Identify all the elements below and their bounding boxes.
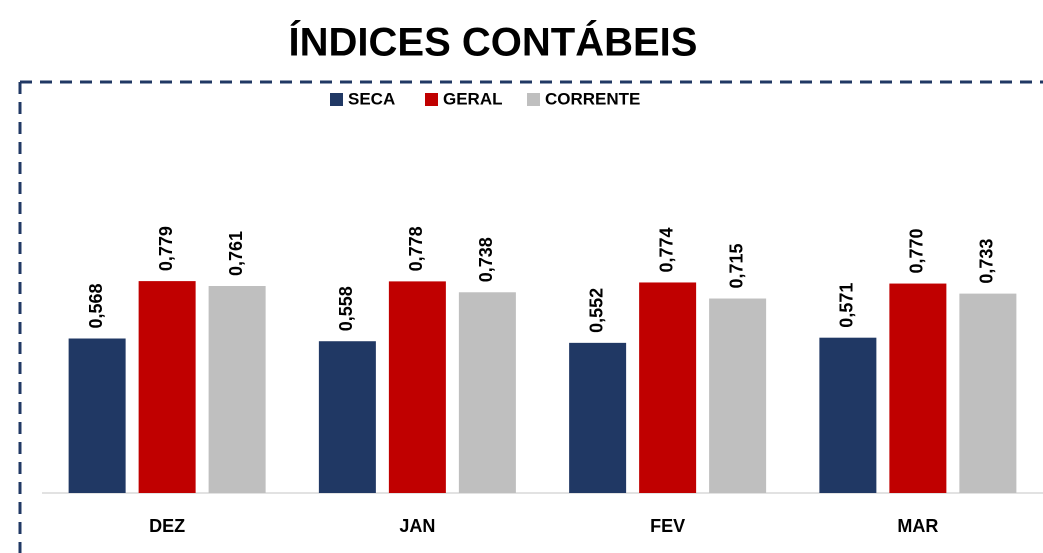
x-tick-label: JAN bbox=[399, 516, 435, 536]
bar bbox=[709, 298, 767, 493]
chart-title: ÍNDICES CONTÁBEIS bbox=[289, 20, 698, 65]
data-label: 0,774 bbox=[656, 227, 676, 272]
legend-label: GERAL bbox=[443, 89, 503, 108]
x-tick-label: MAR bbox=[897, 516, 938, 536]
legend-swatch bbox=[330, 93, 343, 106]
bar bbox=[458, 292, 516, 493]
bar bbox=[318, 341, 376, 493]
x-tick-label: DEZ bbox=[149, 516, 185, 536]
bar bbox=[569, 342, 627, 493]
bar bbox=[639, 282, 697, 493]
data-label: 0,571 bbox=[837, 283, 857, 328]
legend-label: CORRENTE bbox=[545, 89, 640, 108]
data-label: 0,733 bbox=[977, 239, 997, 284]
data-label: 0,778 bbox=[406, 226, 426, 271]
legend-label: SECA bbox=[348, 89, 395, 108]
bar bbox=[68, 338, 126, 493]
data-label: 0,770 bbox=[907, 229, 927, 274]
bar bbox=[138, 281, 196, 493]
data-label: 0,552 bbox=[586, 288, 606, 333]
data-label: 0,738 bbox=[476, 237, 496, 282]
data-label: 0,715 bbox=[726, 243, 746, 288]
legend-swatch bbox=[527, 93, 540, 106]
bar bbox=[819, 337, 877, 493]
data-label: 0,779 bbox=[156, 226, 176, 271]
bar bbox=[208, 286, 266, 493]
bar bbox=[889, 283, 947, 493]
data-label: 0,568 bbox=[86, 283, 106, 328]
bar bbox=[388, 281, 446, 493]
data-label: 0,761 bbox=[226, 231, 246, 276]
bar bbox=[959, 293, 1017, 493]
x-tick-label: FEV bbox=[650, 516, 685, 536]
legend-swatch bbox=[425, 93, 438, 106]
data-label: 0,558 bbox=[336, 286, 356, 331]
